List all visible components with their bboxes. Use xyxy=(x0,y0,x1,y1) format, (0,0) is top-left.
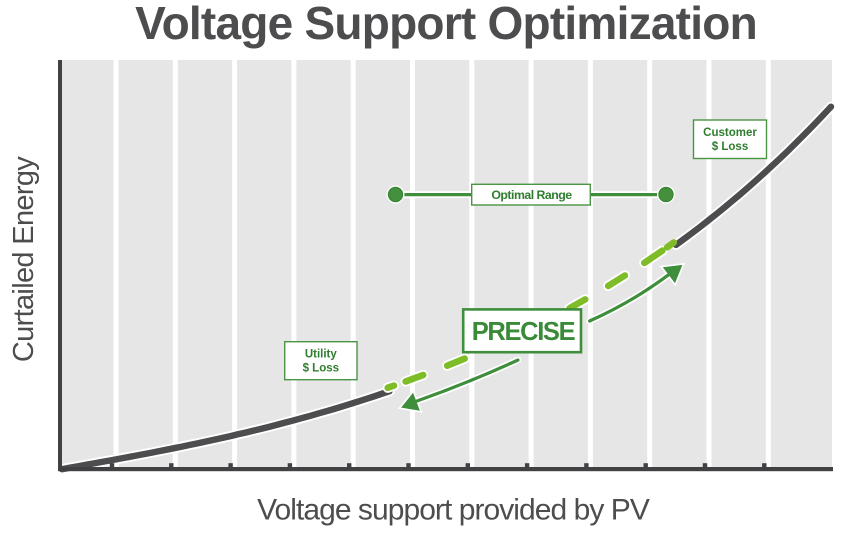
svg-text:$ Loss: $ Loss xyxy=(303,363,339,375)
svg-text:$ Loss: $ Loss xyxy=(712,141,748,153)
svg-text:PRECISE: PRECISE xyxy=(472,318,576,346)
svg-text:Voltage Support Optimization: Voltage Support Optimization xyxy=(135,0,757,49)
svg-text:Voltage support provided by PV: Voltage support provided by PV xyxy=(257,493,650,526)
svg-text:Curtailed Energy: Curtailed Energy xyxy=(8,156,40,362)
svg-text:Customer: Customer xyxy=(703,127,757,139)
svg-text:Utility: Utility xyxy=(305,349,338,361)
svg-text:Optimal Range: Optimal Range xyxy=(491,188,572,202)
